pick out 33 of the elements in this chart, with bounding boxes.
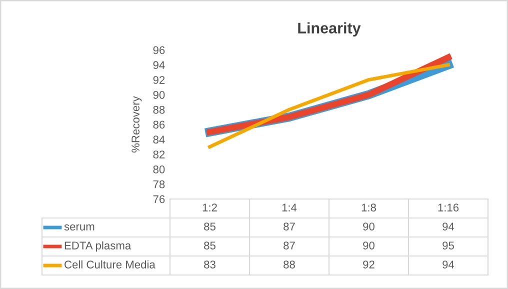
legend-label: Cell Culture Media (64, 260, 156, 268)
data-label: 88 (284, 260, 295, 268)
y-tick-label: 86 (153, 120, 165, 129)
y-tick-label: 84 (153, 136, 165, 144)
line-series (208, 63, 450, 149)
y-tick-label: 88 (153, 106, 165, 114)
data-label: 85 (204, 242, 216, 250)
data-label: 83 (204, 260, 216, 268)
y-tick-label: 82 (153, 150, 165, 158)
y-tick-label: 92 (153, 76, 165, 84)
data-label: 87 (284, 242, 295, 250)
data-label: 87 (284, 222, 295, 230)
legend-label: serum (64, 224, 94, 230)
data-label: 90 (363, 242, 374, 250)
data-label: 95 (442, 242, 454, 250)
y-tick-label: 96 (153, 46, 165, 54)
legend-label: EDTA plasma (64, 241, 132, 252)
y-tick-label: 90 (153, 90, 165, 99)
data-label: 94 (442, 222, 454, 230)
chart-title: Linearity (298, 22, 361, 37)
y-tick-label: 76 (153, 195, 165, 204)
x-tick-label: 1:2 (202, 204, 217, 212)
y-tick-label: 78 (153, 180, 165, 188)
data-label: 85 (204, 222, 216, 230)
data-label: 90 (363, 222, 374, 230)
y-axis-title: %Recovery (132, 96, 142, 153)
y-tick-label: 80 (153, 165, 165, 174)
x-tick-label: 1:4 (282, 204, 297, 212)
y-tick-label: 94 (153, 61, 165, 70)
x-tick-label: 1:8 (362, 204, 376, 212)
x-tick-label: 1:16 (438, 204, 459, 212)
data-label: 94 (442, 260, 454, 268)
data-label: 92 (363, 260, 374, 268)
